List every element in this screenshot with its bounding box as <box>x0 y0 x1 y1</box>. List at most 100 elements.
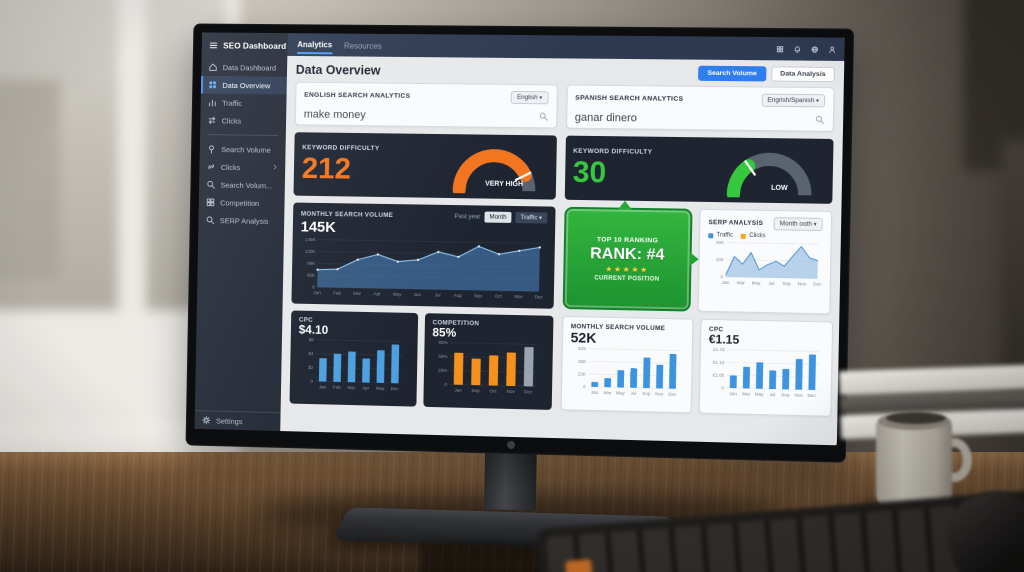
bell-icon[interactable] <box>793 40 802 58</box>
svg-text:Feb: Feb <box>333 385 341 390</box>
sidebar: SEO Dashboard Data Dashboard Data Overvie… <box>194 32 288 432</box>
svg-text:Dec: Dec <box>524 389 533 394</box>
month-toggle[interactable]: Month <box>484 211 512 223</box>
apps-icon[interactable] <box>776 40 785 58</box>
panel-title: ENGLISH SEARCH ANALYTICS <box>304 91 411 100</box>
hamburger-icon[interactable] <box>208 40 218 50</box>
english-search-panel: ENGLISH SEARCH ANALYTICS English ▾ <box>294 81 558 129</box>
svg-text:50%: 50% <box>438 354 447 359</box>
svg-text:0: 0 <box>721 274 724 279</box>
svg-text:Nov: Nov <box>655 392 664 397</box>
svg-text:Sep: Sep <box>474 293 483 298</box>
swap-icon <box>207 115 217 125</box>
svg-text:€1.10: €1.10 <box>712 360 724 365</box>
range-label[interactable]: Past year <box>454 213 481 221</box>
keyword-difficulty-es: KEYWORD DIFFICULTY 30 LOW <box>564 135 834 204</box>
svg-text:Aug: Aug <box>454 292 463 297</box>
svg-text:May: May <box>616 391 626 396</box>
cpc-chart: $6 $4 $2 0 Jan Feb Mar Apr May Dec <box>308 337 407 391</box>
sidebar-item-serp-analysis[interactable]: SERP Analysis <box>198 211 284 230</box>
spanish-search-panel: SPANISH SEARCH ANALYTICS Engrish/Spanish… <box>565 84 835 132</box>
keyword-difficulty-en: KEYWORD DIFFICULTY 212 VERY HIGH <box>293 132 557 200</box>
svg-text:May: May <box>754 392 764 397</box>
svg-text:Sep: Sep <box>781 392 790 397</box>
svg-text:145K: 145K <box>305 236 316 241</box>
search-input-en[interactable] <box>303 108 538 124</box>
cpc-eur-panel: CPC €1.15 €1.15 €1.10 €1.05 0 Jan Mar May Jul Se… <box>698 318 833 417</box>
difficulty-gauge: VERY HIGH <box>436 139 549 194</box>
user-icon[interactable] <box>828 40 837 58</box>
svg-text:0: 0 <box>721 386 724 391</box>
monthly-search-volume-en: MONTHLY SEARCH VOLUME Past year Month Tr… <box>291 202 556 309</box>
content-area: Data Overview Search Volume Data Analysi… <box>280 56 844 445</box>
svg-text:$2: $2 <box>308 365 314 370</box>
search-volume-button[interactable]: Search Volume <box>698 65 767 82</box>
svg-text:Nov: Nov <box>506 389 515 394</box>
svg-text:Jan: Jan <box>722 280 730 285</box>
search-icon[interactable] <box>538 108 548 126</box>
rank-badge: TOP 10 RANKING RANK: #4 ★★★★★ CURRENT PO… <box>562 206 693 312</box>
sidebar-item-competition[interactable]: Competition <box>199 193 285 212</box>
svg-text:Sep: Sep <box>783 281 792 286</box>
spanish-column: SPANISH SEARCH ANALYTICS Engrish/Spanish… <box>560 84 835 417</box>
svg-text:May: May <box>752 280 762 285</box>
cpc-eur-chart: €1.15 €1.10 €1.05 0 Jan Mar May Jul Sep Nov Dec <box>712 347 823 398</box>
bookshelf <box>1002 140 1024 430</box>
svg-text:Apr: Apr <box>374 291 382 296</box>
search-volume-chart-es: 52K 36K 23K 0 Jan Mar May Jul Sep Nov Dec <box>577 346 683 397</box>
sidebar-item-data-overview[interactable]: Data Overview <box>200 75 287 95</box>
volume-value: 52K <box>570 329 597 346</box>
language-dropdown-es[interactable]: Engrish/Spanish ▾ <box>761 93 826 108</box>
svg-text:LOW: LOW <box>771 185 788 192</box>
serp-analysis-panel: SERP ANALYSIS Month ooth ▾ Traffic Click… <box>697 208 833 315</box>
competition-value: 85% <box>432 325 457 340</box>
search-icon[interactable] <box>814 111 825 129</box>
cpc-value: $4.10 <box>298 322 329 338</box>
sidebar-divider <box>207 134 279 136</box>
svg-text:0: 0 <box>310 379 313 384</box>
globe-icon[interactable] <box>811 40 820 58</box>
panel-title: SPANISH SEARCH ANALYTICS <box>575 94 684 103</box>
tab-analytics[interactable]: Analytics <box>297 35 333 55</box>
svg-text:23K: 23K <box>577 372 585 377</box>
svg-text:Apr: Apr <box>362 386 370 391</box>
svg-text:0: 0 <box>444 382 447 387</box>
svg-text:Mar: Mar <box>353 290 361 295</box>
rank-value: RANK: #4 <box>589 244 665 264</box>
search-input-es[interactable] <box>574 111 815 127</box>
tab-resources[interactable]: Resources <box>343 41 382 51</box>
svg-text:Sep: Sep <box>642 391 651 396</box>
svg-text:0: 0 <box>583 385 586 390</box>
chevron-down-icon: ▾ <box>539 95 543 102</box>
svg-text:€1.15: €1.15 <box>713 347 725 352</box>
sidebar-item-clicks[interactable]: Clicks <box>200 111 286 130</box>
svg-text:May: May <box>376 386 385 391</box>
pin-icon <box>207 144 217 154</box>
sidebar-item-search-volum[interactable]: Search Volum... <box>199 175 285 194</box>
svg-text:Mar: Mar <box>737 280 746 285</box>
serp-period-dropdown[interactable]: Month ooth ▾ <box>773 217 823 232</box>
svg-text:Oct: Oct <box>489 389 497 394</box>
traffic-dropdown[interactable]: Traffic ▾ <box>515 212 547 224</box>
monitor-bezel: SEO Dashboard Data Dashboard Data Overvie… <box>185 23 855 463</box>
chevron-right-icon <box>271 163 278 172</box>
competition-chart: 85% 50% 25% 0 Jan Sep Oct Nov Dec <box>438 340 541 395</box>
svg-text:Dec: Dec <box>813 282 822 287</box>
svg-text:Mar: Mar <box>347 385 355 390</box>
svg-text:VERY HIGH: VERY HIGH <box>485 181 523 189</box>
page-title: Data Overview <box>295 62 381 78</box>
sidebar-item-settings[interactable]: Settings <box>195 411 281 431</box>
language-dropdown-en[interactable]: English ▾ <box>510 90 549 105</box>
competition-panel: COMPETITION 85% 85% 50% 25% 0 Jan Sep Oct Nov De… <box>423 313 553 410</box>
sidebar-item-traffic[interactable]: Traffic <box>201 94 287 113</box>
data-analysis-button[interactable]: Data Analysis <box>770 66 835 83</box>
svg-text:Feb: Feb <box>333 290 341 295</box>
sidebar-item-clicks[interactable]: Clicks <box>199 158 285 177</box>
sidebar-item-search-volume[interactable]: Search Volume <box>200 140 286 159</box>
sidebar-item-data-dashboard[interactable]: Data Dashboard <box>201 58 287 77</box>
chevron-down-icon: ▾ <box>813 221 817 228</box>
svg-text:100: 100 <box>716 257 724 262</box>
svg-text:25%: 25% <box>438 368 447 373</box>
